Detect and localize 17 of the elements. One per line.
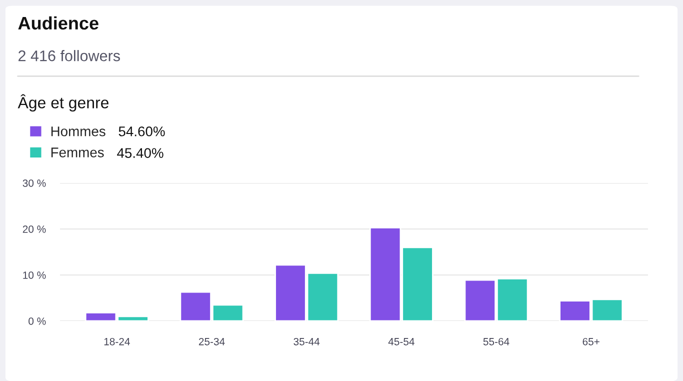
x-tick-label: 25-34 bbox=[198, 338, 225, 346]
chart-title: Audience bbox=[18, 16, 98, 30]
y-tick-label: 30 % bbox=[22, 180, 46, 187]
y-tick-label: 10 % bbox=[23, 272, 46, 279]
y-tick-label: 20 % bbox=[22, 226, 46, 233]
legend-label: Femmes bbox=[51, 148, 104, 158]
x-tick-label: 45-54 bbox=[388, 338, 414, 346]
chart-subtitle: 2 416 followers bbox=[18, 50, 120, 62]
legend-label: Hommes bbox=[51, 126, 106, 136]
text: 45.40% bbox=[117, 148, 164, 158]
x-tick-label: 35-44 bbox=[294, 338, 320, 346]
x-tick-label: 18-24 bbox=[104, 338, 130, 346]
x-tick-label: 65+ bbox=[582, 338, 600, 346]
x-tick-label: 55-64 bbox=[483, 338, 510, 346]
y-tick-label: 0 % bbox=[28, 318, 46, 325]
text: 54.60% bbox=[118, 126, 165, 136]
text: Âge et genre bbox=[18, 94, 109, 112]
